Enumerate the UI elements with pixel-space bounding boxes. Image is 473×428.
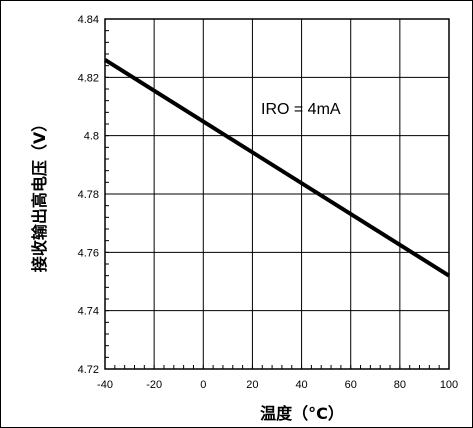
series-group	[103, 58, 451, 278]
plot-area	[104, 18, 450, 370]
annotation-label: IRO = 4mA	[261, 101, 341, 118]
x-tick-label: 60	[345, 379, 357, 391]
y-tick-label: 4.76	[78, 247, 99, 259]
x-tick-label: -40	[97, 379, 113, 391]
x-tick-label: 20	[246, 379, 258, 391]
x-tick-labels: -40 -20 0 20 40 60 80 100	[97, 379, 458, 391]
x-tick-label: 80	[394, 379, 406, 391]
x-tick-label: 40	[295, 379, 307, 391]
x-axis-title: 温度（°C）	[259, 404, 344, 423]
y-tick-label: 4.74	[78, 306, 99, 318]
grid-lines	[104, 18, 450, 370]
series-line	[103, 58, 451, 278]
y-tick-label: 4.82	[78, 72, 99, 84]
y-tick-label: 4.72	[78, 364, 99, 376]
y-tick-label: 4.84	[78, 14, 99, 26]
x-tick-label: -20	[146, 379, 162, 391]
x-tick-label: 100	[440, 379, 458, 391]
y-tick-label: 4.78	[78, 189, 99, 201]
x-tick-label: 0	[200, 379, 206, 391]
y-axis-title: 接收输出高电压（V）	[30, 116, 49, 272]
y-tick-labels: 4.72 4.74 4.76 4.78 4.8 4.82 4.84	[78, 14, 99, 376]
y-tick-label: 4.8	[84, 131, 99, 143]
